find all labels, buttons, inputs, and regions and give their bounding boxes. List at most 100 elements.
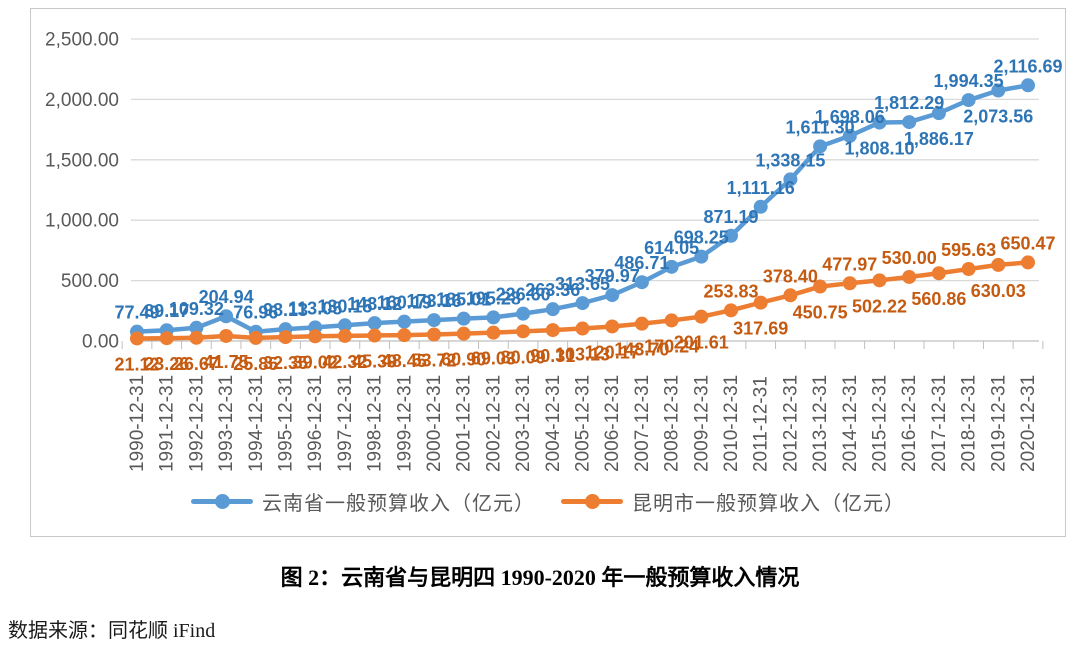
data-label: 39.02 bbox=[293, 352, 338, 372]
data-point-marker bbox=[575, 321, 590, 336]
data-label: 1,611.30 bbox=[786, 117, 855, 137]
data-label: 2,073.56 bbox=[963, 107, 1033, 127]
data-label: 53.72 bbox=[411, 351, 456, 371]
data-label: 89.17 bbox=[144, 301, 189, 321]
x-tick-label: 1990-12-31 bbox=[127, 375, 148, 472]
data-point-marker bbox=[961, 93, 976, 108]
data-point-marker bbox=[783, 288, 798, 303]
data-label: 98.13 bbox=[263, 300, 308, 320]
x-tick-label: 1999-12-31 bbox=[394, 375, 415, 472]
data-label: 69.03 bbox=[471, 349, 516, 369]
data-label: 1,812.29 bbox=[874, 93, 944, 113]
data-label: 313.65 bbox=[555, 274, 610, 294]
data-point-marker bbox=[694, 249, 709, 264]
data-point-marker bbox=[813, 279, 828, 294]
data-label: 871.19 bbox=[703, 207, 758, 227]
kunming-line-marker-icon bbox=[561, 494, 623, 509]
x-tick-label: 2003-12-31 bbox=[513, 375, 534, 472]
legend-item-kunming: 昆明市一般预算收入（亿元） bbox=[561, 487, 905, 516]
data-label: 103.13 bbox=[555, 345, 610, 365]
data-point-marker bbox=[189, 320, 204, 335]
data-point-marker bbox=[902, 269, 917, 284]
data-label: 48.45 bbox=[382, 351, 427, 371]
data-point-marker bbox=[219, 328, 234, 343]
y-tick-label: 0.00 bbox=[82, 332, 119, 353]
data-point-marker bbox=[486, 325, 501, 340]
x-tick-label: 2002-12-31 bbox=[483, 375, 504, 472]
data-point-marker bbox=[516, 324, 531, 339]
data-point-marker bbox=[872, 273, 887, 288]
data-label: 698.25 bbox=[674, 228, 729, 248]
data-label: 1,994.35 bbox=[934, 71, 1004, 91]
data-label: 530.00 bbox=[882, 248, 937, 268]
chart-svg: 0.00 500.00 1,000.00 1,500.00 2,000.00 2,500.… bbox=[45, 30, 1063, 473]
data-point-marker bbox=[664, 313, 679, 328]
data-label: 170.24 bbox=[644, 336, 699, 356]
data-source: 数据来源：同花顺 iFind bbox=[8, 620, 216, 642]
data-label: 201.61 bbox=[674, 333, 729, 353]
data-label: 195.28 bbox=[466, 288, 521, 308]
data-point-marker bbox=[189, 330, 204, 345]
x-tick-label: 2011-12-31 bbox=[751, 376, 772, 472]
data-label: 502.22 bbox=[852, 296, 907, 316]
data-point-marker bbox=[694, 309, 709, 324]
data-label: 1,808.10 bbox=[844, 139, 914, 159]
data-label: 1,886.17 bbox=[904, 129, 974, 149]
data-label: 120.17 bbox=[585, 342, 640, 362]
data-point-marker bbox=[397, 328, 412, 343]
data-point-marker bbox=[219, 309, 234, 324]
data-point-marker bbox=[130, 331, 144, 346]
data-label: 560.86 bbox=[911, 289, 966, 309]
data-point-marker bbox=[427, 313, 441, 328]
data-point-marker bbox=[813, 139, 828, 154]
data-point-marker bbox=[1021, 255, 1035, 270]
x-tick-label: 2018-12-31 bbox=[959, 375, 980, 472]
data-point-marker bbox=[724, 303, 738, 318]
x-tick-label: 2020-12-31 bbox=[1018, 375, 1039, 472]
x-tick-label: 2005-12-31 bbox=[573, 375, 594, 472]
data-point-marker bbox=[634, 275, 649, 290]
data-label: 76.96 bbox=[233, 303, 278, 323]
data-label: 90.31 bbox=[530, 346, 575, 366]
x-tick-label: 2019-12-31 bbox=[988, 375, 1009, 472]
data-label: 595.63 bbox=[941, 240, 996, 260]
x-tick-label: 1998-12-31 bbox=[365, 375, 386, 472]
data-point-marker bbox=[991, 257, 1006, 272]
data-point-marker bbox=[753, 199, 768, 214]
data-point-marker bbox=[367, 328, 382, 343]
data-label: 185.01 bbox=[436, 290, 491, 310]
data-label: 378.40 bbox=[763, 266, 818, 286]
data-point-marker bbox=[842, 128, 857, 143]
figure-caption: 图 2：云南省与昆明四 1990-2020 年一般预算收入情况 bbox=[280, 565, 800, 590]
x-tick-label: 1991-12-31 bbox=[157, 375, 178, 472]
data-point-marker bbox=[427, 327, 441, 342]
data-point-marker bbox=[872, 115, 887, 130]
legend-label-yunnan: 云南省一般预算收入（亿元） bbox=[262, 493, 535, 515]
data-point-marker bbox=[337, 328, 352, 343]
x-tick-label: 1994-12-31 bbox=[246, 375, 267, 472]
data-point-marker bbox=[456, 311, 471, 326]
data-label: 204.94 bbox=[199, 287, 254, 307]
data-label: 173.16 bbox=[406, 291, 461, 311]
data-point-marker bbox=[902, 115, 917, 130]
data-label: 21.12 bbox=[114, 354, 159, 374]
y-tick-label: 1,500.00 bbox=[45, 150, 119, 171]
data-point-marker bbox=[397, 314, 412, 329]
x-tick-label: 2009-12-31 bbox=[691, 375, 712, 472]
data-point-marker bbox=[961, 262, 976, 277]
data-point-marker bbox=[308, 329, 323, 344]
data-point-marker bbox=[991, 83, 1006, 98]
data-point-marker bbox=[248, 330, 263, 345]
chart-figure[interactable]: 0.00 500.00 1,000.00 1,500.00 2,000.00 2,500.… bbox=[30, 8, 1066, 537]
x-tick-label: 2017-12-31 bbox=[929, 375, 950, 472]
data-label: 317.69 bbox=[733, 319, 788, 339]
x-tick-label: 2007-12-31 bbox=[632, 375, 653, 472]
data-point-marker bbox=[842, 276, 857, 291]
data-label: 1,698.06 bbox=[815, 107, 885, 127]
x-tick-label: 2014-12-31 bbox=[840, 375, 861, 472]
data-point-marker bbox=[605, 288, 620, 303]
data-point-marker bbox=[159, 331, 174, 346]
data-label: 253.83 bbox=[703, 281, 758, 301]
data-label: 23.26 bbox=[144, 354, 189, 374]
x-tick-label: 2016-12-31 bbox=[899, 375, 920, 472]
